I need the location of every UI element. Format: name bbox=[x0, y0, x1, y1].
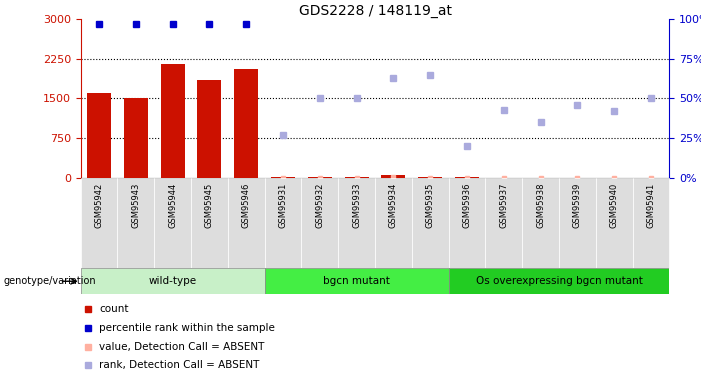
FancyBboxPatch shape bbox=[449, 268, 669, 294]
FancyBboxPatch shape bbox=[375, 178, 412, 268]
FancyBboxPatch shape bbox=[632, 178, 669, 268]
FancyBboxPatch shape bbox=[522, 178, 559, 268]
Text: percentile rank within the sample: percentile rank within the sample bbox=[100, 323, 275, 333]
FancyBboxPatch shape bbox=[265, 178, 301, 268]
Text: genotype/variation: genotype/variation bbox=[4, 276, 96, 286]
Text: GSM95938: GSM95938 bbox=[536, 183, 545, 228]
Text: GSM95944: GSM95944 bbox=[168, 183, 177, 228]
FancyBboxPatch shape bbox=[118, 178, 154, 268]
Text: GSM95933: GSM95933 bbox=[352, 183, 361, 228]
FancyBboxPatch shape bbox=[154, 178, 191, 268]
Bar bbox=[455, 177, 479, 178]
Text: GSM95936: GSM95936 bbox=[463, 183, 472, 228]
FancyBboxPatch shape bbox=[81, 268, 265, 294]
Text: GSM95943: GSM95943 bbox=[131, 183, 140, 228]
Text: Os overexpressing bgcn mutant: Os overexpressing bgcn mutant bbox=[475, 276, 643, 286]
Bar bbox=[87, 93, 111, 178]
Text: GSM95934: GSM95934 bbox=[389, 183, 398, 228]
Text: GSM95941: GSM95941 bbox=[646, 183, 655, 228]
Text: GSM95939: GSM95939 bbox=[573, 183, 582, 228]
Bar bbox=[234, 69, 258, 178]
Text: wild-type: wild-type bbox=[149, 276, 197, 286]
Bar bbox=[198, 80, 222, 178]
Bar bbox=[308, 177, 332, 178]
Bar bbox=[381, 176, 405, 178]
FancyBboxPatch shape bbox=[596, 178, 632, 268]
Bar bbox=[161, 64, 184, 178]
FancyBboxPatch shape bbox=[301, 178, 338, 268]
Bar bbox=[271, 177, 295, 178]
Bar bbox=[345, 177, 369, 178]
Bar bbox=[124, 99, 148, 178]
Text: GSM95945: GSM95945 bbox=[205, 183, 214, 228]
Text: GSM95942: GSM95942 bbox=[95, 183, 104, 228]
Text: GSM95932: GSM95932 bbox=[315, 183, 325, 228]
Title: GDS2228 / 148119_at: GDS2228 / 148119_at bbox=[299, 4, 451, 18]
FancyBboxPatch shape bbox=[412, 178, 449, 268]
Text: count: count bbox=[100, 304, 129, 314]
Text: rank, Detection Call = ABSENT: rank, Detection Call = ABSENT bbox=[100, 360, 260, 370]
Text: GSM95937: GSM95937 bbox=[499, 183, 508, 228]
FancyBboxPatch shape bbox=[191, 178, 228, 268]
Text: bgcn mutant: bgcn mutant bbox=[323, 276, 390, 286]
FancyBboxPatch shape bbox=[449, 178, 485, 268]
Text: GSM95940: GSM95940 bbox=[610, 183, 619, 228]
Text: value, Detection Call = ABSENT: value, Detection Call = ABSENT bbox=[100, 342, 265, 352]
FancyBboxPatch shape bbox=[228, 178, 265, 268]
Text: GSM95931: GSM95931 bbox=[278, 183, 287, 228]
FancyBboxPatch shape bbox=[559, 178, 596, 268]
FancyBboxPatch shape bbox=[485, 178, 522, 268]
Text: GSM95946: GSM95946 bbox=[242, 183, 251, 228]
FancyBboxPatch shape bbox=[265, 268, 449, 294]
Bar bbox=[418, 177, 442, 178]
FancyBboxPatch shape bbox=[81, 178, 118, 268]
FancyBboxPatch shape bbox=[338, 178, 375, 268]
Text: GSM95935: GSM95935 bbox=[426, 183, 435, 228]
